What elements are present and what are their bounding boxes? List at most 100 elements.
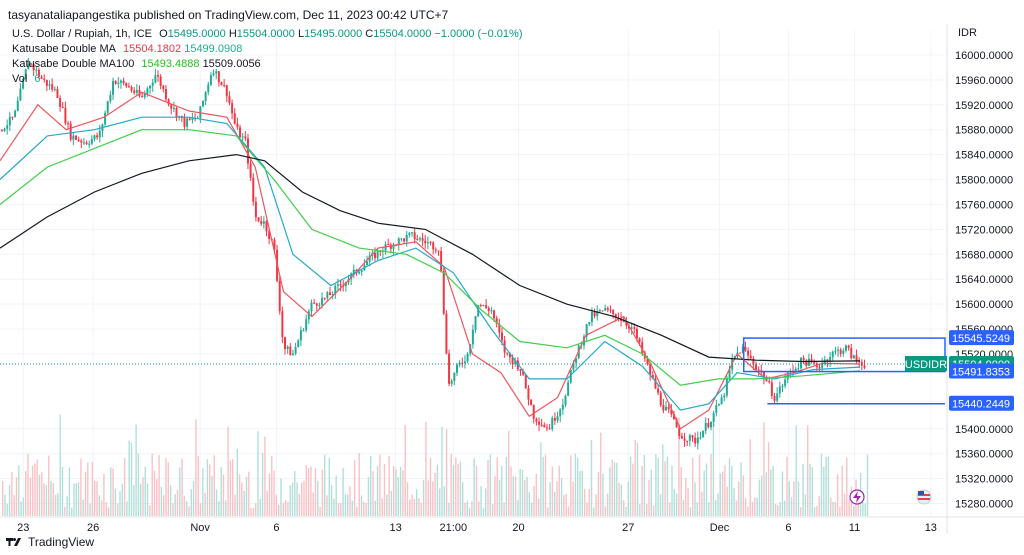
volume-bar xyxy=(577,457,579,516)
candle-body xyxy=(336,284,339,286)
volume-bar xyxy=(701,491,703,516)
volume-bar xyxy=(485,488,487,516)
candle-body xyxy=(305,319,308,331)
volume-bar xyxy=(45,485,48,516)
candle-body xyxy=(752,358,755,365)
volume-bar xyxy=(712,420,715,516)
volume-bar xyxy=(186,501,188,516)
volume-bar xyxy=(556,481,558,516)
candle-body xyxy=(572,362,575,370)
volume-bar xyxy=(278,504,280,516)
currency-label[interactable]: IDR xyxy=(958,27,977,39)
volume-bar xyxy=(117,503,119,516)
candle-body xyxy=(344,282,347,287)
volume-bar xyxy=(770,469,772,516)
volume-bar xyxy=(512,476,514,516)
volume-bar xyxy=(248,471,250,516)
x-tick-label: Nov xyxy=(190,522,210,534)
volume-bar xyxy=(839,506,841,516)
volume-bar xyxy=(804,494,807,516)
candle-body xyxy=(498,323,501,333)
volume-bar xyxy=(388,455,390,516)
candle-body xyxy=(461,362,464,364)
volume-bar xyxy=(685,477,687,516)
volume-bar xyxy=(448,502,450,516)
volume-bar xyxy=(383,464,386,516)
volume-bar xyxy=(540,442,542,516)
volume-bar xyxy=(659,494,662,516)
volume-bar xyxy=(130,442,133,516)
open-value: 15495.0000 xyxy=(167,28,226,40)
volume-bar xyxy=(452,464,455,516)
volume-bar xyxy=(703,470,705,516)
volume-bar xyxy=(823,466,825,516)
volume-bar xyxy=(140,483,142,516)
price-chart[interactable]: 16000.0000 15960.0000 15920.0000 15880.0000… xyxy=(0,24,1024,534)
volume-bar xyxy=(8,485,11,516)
candle-body xyxy=(598,310,601,312)
candle-body xyxy=(686,440,689,442)
candle-body xyxy=(151,82,154,86)
volume-bar xyxy=(848,499,850,516)
volume-bar xyxy=(747,506,749,516)
volume-bar xyxy=(528,491,531,516)
volume-bar xyxy=(818,495,820,516)
candle-body xyxy=(641,342,644,353)
candle-body xyxy=(257,217,260,222)
candle-body xyxy=(82,142,85,144)
candle-body xyxy=(297,340,300,348)
volume-bar xyxy=(183,495,186,516)
volume-bar xyxy=(149,505,151,516)
candle-body xyxy=(122,80,125,84)
volume-bar xyxy=(390,490,393,516)
volume-bar xyxy=(340,503,342,516)
candle-body xyxy=(85,142,88,144)
volume-bar xyxy=(800,507,802,516)
candle-body xyxy=(561,404,564,410)
candle-body xyxy=(188,118,191,120)
candle-body xyxy=(665,406,668,411)
volume-bar xyxy=(777,505,779,516)
candle-body xyxy=(315,303,318,306)
volume-bar xyxy=(119,491,121,516)
volume-bar xyxy=(402,470,404,516)
volume-bar xyxy=(790,497,793,516)
candle-body xyxy=(16,100,19,111)
candle-body xyxy=(80,140,83,143)
candle-body xyxy=(710,421,713,428)
ma-indicator-label[interactable]: Katusabe Double MA xyxy=(12,43,116,55)
volume-bar xyxy=(521,469,524,516)
volume-bar xyxy=(284,500,287,516)
volume-bar xyxy=(462,482,464,516)
candle-body xyxy=(323,297,326,299)
volume-bar xyxy=(549,482,551,516)
volume-bar xyxy=(489,454,491,516)
candle-body xyxy=(413,232,416,240)
volume-bar xyxy=(409,499,411,516)
high-label: H xyxy=(228,28,237,40)
candle-body xyxy=(321,297,324,305)
candle-body xyxy=(426,242,429,244)
ma100-indicator-label[interactable]: Katusabe Double MA100 xyxy=(12,58,135,70)
candle-body xyxy=(35,69,38,71)
candle-body xyxy=(93,135,96,140)
candle-body xyxy=(162,85,165,89)
candle-body xyxy=(471,329,474,345)
symbol-title[interactable]: U.S. Dollar / Rupiah, 1h, ICE xyxy=(12,28,153,40)
volume-bar xyxy=(740,462,742,516)
low-value: 15495.0000 xyxy=(304,28,363,40)
candle-body xyxy=(535,418,538,422)
volume-bar xyxy=(675,493,678,516)
volume-bar xyxy=(287,501,289,516)
volume-bar xyxy=(133,485,135,516)
volume-bar xyxy=(841,465,843,516)
volume-bar xyxy=(144,466,146,516)
volume-bar xyxy=(404,424,406,516)
candle-body xyxy=(249,163,252,178)
volume-bar xyxy=(436,464,439,516)
candle-body xyxy=(328,292,331,296)
volume-label[interactable]: Vol xyxy=(12,73,28,85)
candle-body xyxy=(159,76,162,86)
volume-bar xyxy=(583,488,586,516)
volume-bar xyxy=(816,506,818,516)
